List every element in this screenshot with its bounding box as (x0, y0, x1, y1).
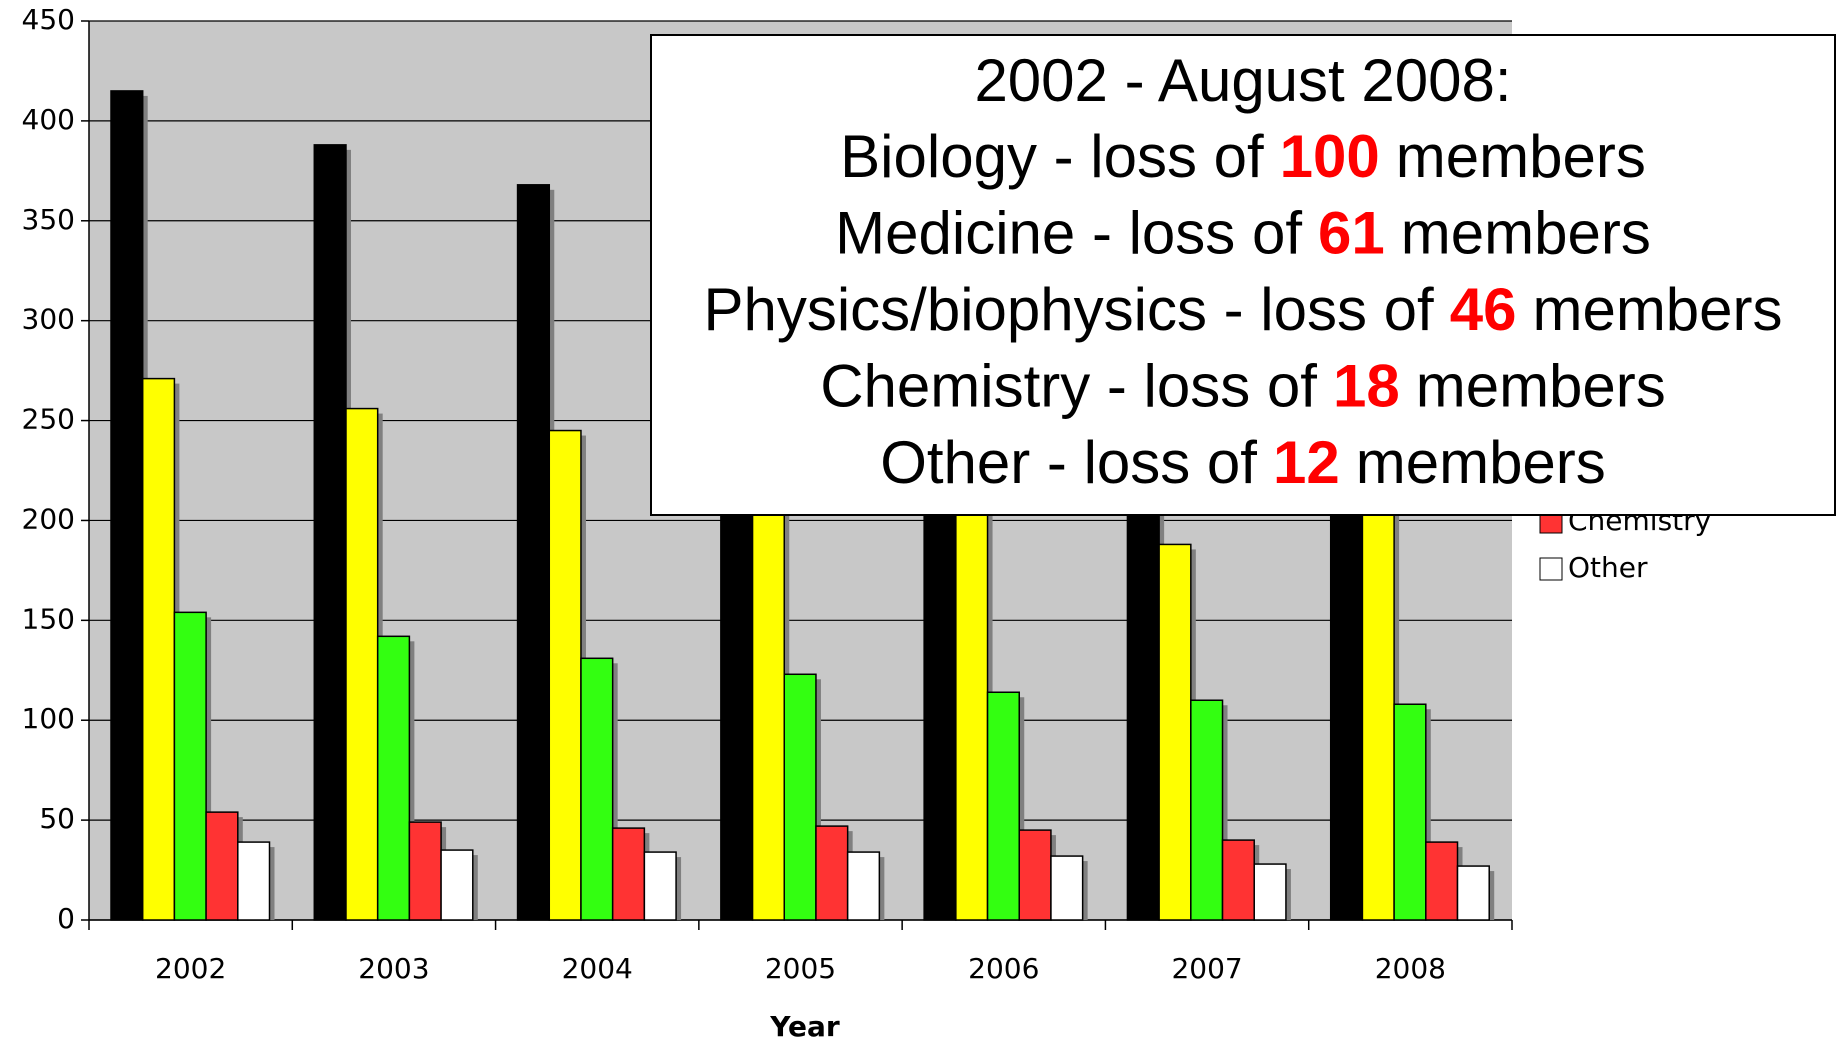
annotation-title: 2002 - August 2008: (974, 47, 1511, 114)
x-tick-label: 2003 (358, 952, 429, 985)
y-tick-label: 300 (22, 303, 75, 336)
bar (1190, 699, 1224, 921)
annotation-number: 61 (1318, 199, 1385, 266)
y-tick-label: 250 (22, 403, 75, 436)
bar (313, 144, 347, 921)
bar (1425, 841, 1459, 921)
y-tick-label: 350 (22, 203, 75, 236)
annotation-line: Medicine - loss of 61 members (835, 199, 1651, 266)
bar (516, 184, 551, 921)
y-tick-label: 400 (22, 103, 75, 136)
bar (643, 851, 677, 921)
annotation-text: members (1401, 199, 1651, 266)
x-tick-label: 2008 (1375, 952, 1446, 985)
bar (580, 657, 614, 921)
annotation-number: 46 (1450, 276, 1517, 343)
x-axis-label: Year (769, 1010, 840, 1042)
x-tick-label: 2006 (968, 952, 1039, 985)
bar (783, 673, 817, 921)
bar (1456, 865, 1490, 921)
y-tick-label: 200 (22, 502, 75, 535)
annotation-line: Chemistry - loss of 18 members (820, 352, 1666, 419)
y-tick-label: 100 (22, 702, 75, 735)
bar (376, 635, 411, 921)
y-tick-label: 0 (57, 902, 75, 935)
annotation-line: Other - loss of 12 members (880, 429, 1606, 496)
bar (815, 825, 849, 921)
annotation-number: 18 (1333, 352, 1400, 419)
bar (1158, 543, 1192, 921)
annotation-text: Medicine - loss of (835, 199, 1302, 266)
bar (205, 811, 239, 921)
bar (548, 429, 582, 921)
bar (751, 459, 786, 921)
x-tick-label: 2002 (155, 952, 226, 985)
annotation-line: Biology - loss of 100 members (840, 123, 1646, 190)
bar (986, 691, 1020, 921)
annotation-number: 12 (1273, 429, 1340, 496)
annotation-text: Other - loss of (880, 429, 1257, 496)
legend-swatch (1539, 557, 1563, 581)
x-tick-label: 2007 (1171, 952, 1242, 985)
y-tick-label: 450 (22, 3, 75, 36)
bar (440, 849, 474, 921)
bar (1018, 829, 1052, 921)
bar (611, 827, 646, 921)
annotation-line: Physics/biophysics - loss of 46 members (703, 276, 1782, 343)
bar (408, 821, 442, 921)
bar (173, 611, 207, 921)
bar (955, 495, 989, 921)
bar (110, 90, 144, 921)
bar (1361, 499, 1395, 921)
legend-label: Other (1568, 551, 1648, 584)
annotation-text: members (1356, 429, 1606, 496)
bar (345, 407, 379, 921)
x-tick-label: 2005 (765, 952, 836, 985)
annotation-box (650, 34, 1836, 516)
bar (1221, 839, 1255, 921)
x-tick-label: 2004 (562, 952, 633, 985)
y-tick-label: 50 (39, 802, 75, 835)
annotation-text: members (1532, 276, 1782, 343)
y-tick-label: 150 (22, 602, 75, 635)
bar (1253, 863, 1287, 921)
bar (846, 851, 881, 921)
annotation-text: Biology - loss of (840, 123, 1264, 190)
annotation-text: members (1416, 352, 1666, 419)
bar (1393, 703, 1427, 921)
annotation-text: members (1396, 123, 1646, 190)
bar (1050, 855, 1084, 921)
annotation-text: Physics/biophysics - loss of (703, 276, 1434, 343)
annotation-text: Chemistry - loss of (820, 352, 1317, 419)
bar (141, 377, 176, 921)
bar (237, 841, 271, 921)
annotation-number: 100 (1280, 123, 1380, 190)
